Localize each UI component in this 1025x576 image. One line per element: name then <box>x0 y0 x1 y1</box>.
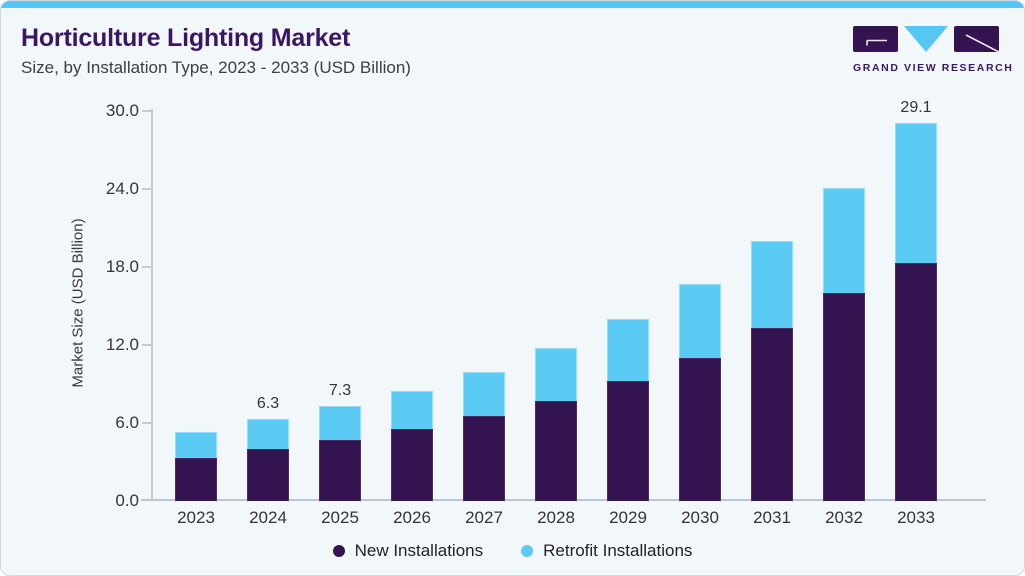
bar-segment-new-2033 <box>895 263 937 501</box>
x-tick-label-2031: 2031 <box>753 508 791 527</box>
bar-segment-new-2025 <box>319 440 361 501</box>
y-tick-label: 30.0 <box>105 101 139 120</box>
x-tick-label-2032: 2032 <box>825 508 863 527</box>
x-tick-label-2033: 2033 <box>897 508 935 527</box>
y-tick-label: 6.0 <box>115 413 139 432</box>
bar-segment-retrofit-2023 <box>175 432 217 458</box>
stacked-bar-2027 <box>463 372 505 501</box>
bar-segment-retrofit-2032 <box>823 188 865 293</box>
x-tick-label-2023: 2023 <box>177 508 215 527</box>
brand-logo: GRAND VIEW RESEARCH <box>853 26 1014 74</box>
bar-segment-retrofit-2026 <box>391 391 433 429</box>
stacked-bar-2025 <box>319 406 361 501</box>
x-tick-label-2026: 2026 <box>393 508 431 527</box>
bar-segment-new-2027 <box>463 416 505 501</box>
x-tick-label-2030: 2030 <box>681 508 719 527</box>
bar-segment-retrofit-2031 <box>751 241 793 328</box>
x-tick-label-2025: 2025 <box>321 508 359 527</box>
grand-view-research-logo-icon <box>853 26 1000 53</box>
top-accent-bar <box>1 1 1024 8</box>
bar-total-label-2025: 7.3 <box>328 382 352 399</box>
bar-segment-retrofit-2029 <box>607 319 649 381</box>
plot-area: 0.0 6.0 12.0 18.0 24.0 30.0 2023 6.3 2024 7.3 2025… <box>106 99 986 527</box>
logo-text: GRAND VIEW RESEARCH <box>853 62 1014 74</box>
bar-segment-new-2031 <box>751 328 793 501</box>
legend-label: New Installations <box>354 541 484 560</box>
bar-segment-new-2024 <box>247 449 289 501</box>
bar-segment-retrofit-2028 <box>535 348 577 401</box>
bar-segment-retrofit-2025 <box>319 406 361 440</box>
bar-segment-retrofit-2030 <box>679 284 721 358</box>
legend-item-new-installations: New Installations <box>332 538 484 564</box>
bar-segment-new-2023 <box>175 458 217 501</box>
y-tick-label: 24.0 <box>105 179 139 198</box>
y-axis-tick <box>142 266 151 268</box>
page-title: Horticulture Lighting Market <box>21 24 351 52</box>
y-axis-tick <box>142 344 151 346</box>
legend: New Installations Retrofit Installations <box>1 538 1024 564</box>
y-axis-line <box>151 109 153 501</box>
y-tick-label: 0.0 <box>115 491 139 510</box>
legend-label: Retrofit Installations <box>543 541 693 560</box>
bar-segment-new-2029 <box>607 381 649 501</box>
y-axis-tick <box>142 422 151 424</box>
bar-segment-new-2032 <box>823 293 865 501</box>
bar-segment-new-2026 <box>391 429 433 501</box>
legend-dot-icon <box>332 545 345 557</box>
stacked-bar-2030 <box>679 284 721 501</box>
bar-segment-retrofit-2027 <box>463 372 505 416</box>
stacked-bar-2033 <box>895 123 937 501</box>
y-axis-tick <box>142 110 151 112</box>
y-tick-label: 18.0 <box>105 257 139 276</box>
y-axis-tick <box>142 188 151 190</box>
stacked-bar-2031 <box>751 241 793 501</box>
bar-total-label-2024: 6.3 <box>256 395 280 412</box>
page-subtitle: Size, by Installation Type, 2023 - 2033 … <box>21 58 411 77</box>
stacked-bar-2032 <box>823 188 865 501</box>
bar-segment-retrofit-2033 <box>895 123 937 263</box>
x-tick-label-2029: 2029 <box>609 508 647 527</box>
y-tick-label: 12.0 <box>105 335 139 354</box>
stacked-bar-2026 <box>391 391 433 501</box>
x-tick-label-2027: 2027 <box>465 508 503 527</box>
bar-segment-retrofit-2024 <box>247 419 289 449</box>
bar-segment-new-2030 <box>679 358 721 501</box>
stacked-bar-2029 <box>607 319 649 501</box>
legend-dot-icon <box>521 545 534 557</box>
x-tick-label-2028: 2028 <box>537 508 575 527</box>
y-axis-title: Market Size (USD Billion) <box>69 218 87 388</box>
bar-total-label-2033: 29.1 <box>900 99 932 116</box>
x-tick-label-2024: 2024 <box>249 508 287 527</box>
legend-item-retrofit-installations: Retrofit Installations <box>521 538 692 564</box>
bar-segment-new-2028 <box>535 401 577 501</box>
stacked-bar-2028 <box>535 348 577 501</box>
stacked-bar-2023 <box>175 432 217 501</box>
stacked-bar-2024 <box>247 419 289 501</box>
